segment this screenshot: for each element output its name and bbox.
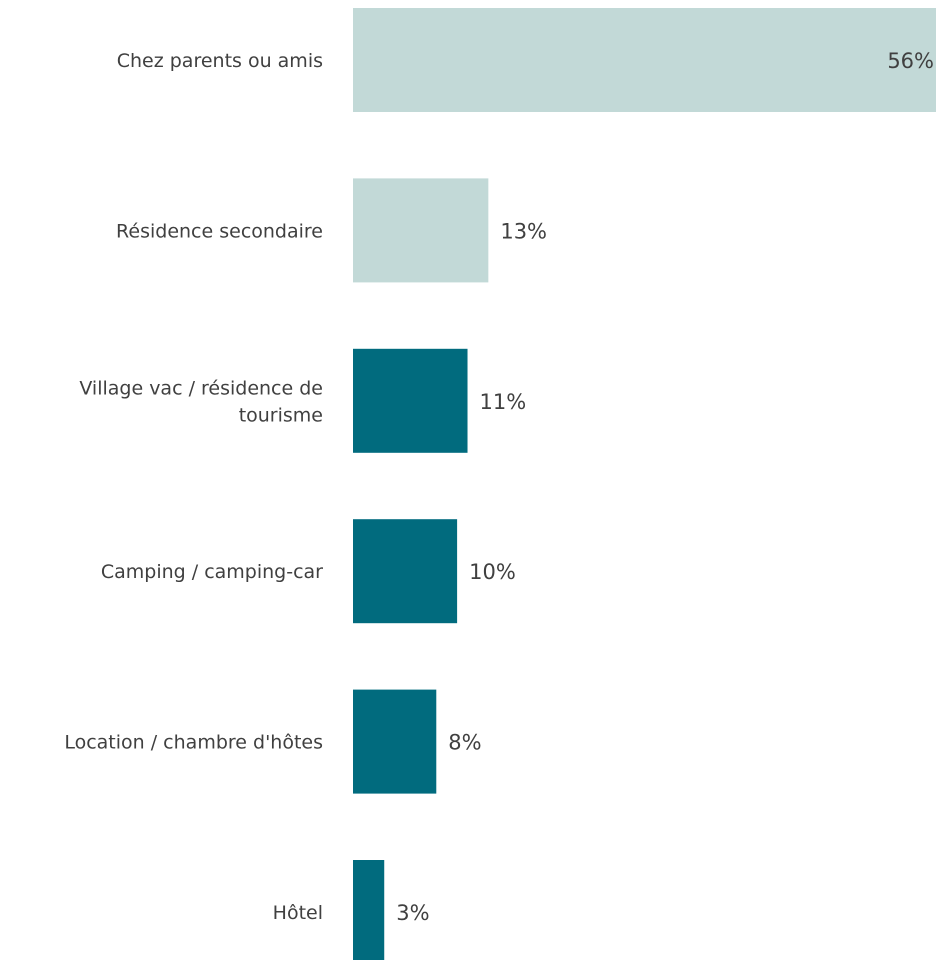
value-label-5: 8%: [448, 731, 481, 755]
category-label-6: Hôtel: [273, 902, 323, 924]
category-label-3: Village vac / résidence de tourisme: [79, 377, 323, 426]
value-label-3: 11%: [480, 390, 527, 414]
value-label-6: 3%: [396, 901, 429, 925]
value-label-4: 10%: [469, 560, 516, 584]
category-labels-group: Chez parents ou amis Résidence secondaire…: [64, 50, 323, 924]
category-label-5: Location / chambre d'hôtes: [64, 732, 323, 754]
bar-2: [353, 178, 489, 283]
value-labels-group: 56% 13% 11% 10% 8% 3%: [396, 49, 934, 925]
category-label-2: Résidence secondaire: [116, 220, 323, 242]
category-label-4: Camping / camping-car: [101, 561, 323, 583]
bar-1: [353, 8, 936, 112]
bar-6: [353, 860, 385, 960]
category-label-1: Chez parents ou amis: [117, 50, 323, 72]
value-label-2: 13%: [500, 219, 547, 243]
bar-5: [353, 689, 437, 794]
bar-4: [353, 519, 458, 624]
bars-group: [353, 8, 936, 960]
bar-3: [353, 348, 468, 453]
value-label-1: 56%: [887, 49, 934, 73]
